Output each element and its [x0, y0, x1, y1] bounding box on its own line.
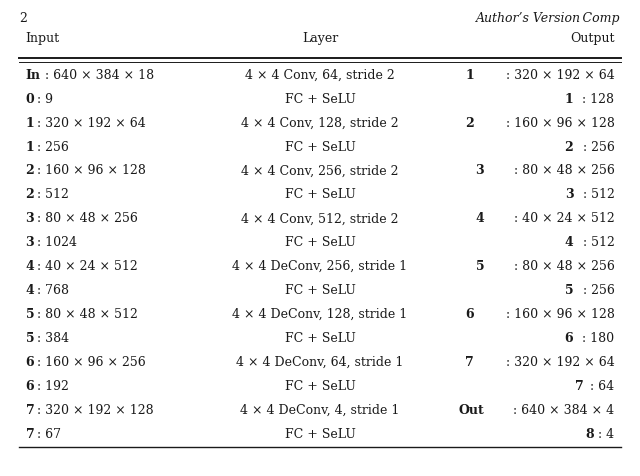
Text: 4 × 4 Conv, 256, stride 2: 4 × 4 Conv, 256, stride 2: [241, 164, 399, 178]
Text: FC + SeLU: FC + SeLU: [285, 140, 355, 154]
Text: 4 × 4 Conv, 512, stride 2: 4 × 4 Conv, 512, stride 2: [241, 212, 399, 225]
Text: : 640 × 384 × 4: : 640 × 384 × 4: [513, 404, 614, 416]
Text: : 180: : 180: [582, 332, 614, 345]
Text: : 40 × 24 × 512: : 40 × 24 × 512: [514, 212, 614, 225]
Text: Out: Out: [458, 404, 484, 416]
Text: 5: 5: [26, 308, 34, 321]
Text: : 384: : 384: [36, 332, 69, 345]
Text: Author’s Version Comp: Author’s Version Comp: [476, 12, 621, 25]
Text: : 80 × 48 × 256: : 80 × 48 × 256: [513, 260, 614, 273]
Text: : 80 × 48 × 256: : 80 × 48 × 256: [513, 164, 614, 178]
Text: : 320 × 192 × 128: : 320 × 192 × 128: [37, 404, 154, 416]
Text: Input: Input: [26, 32, 60, 45]
Text: 2: 2: [26, 188, 35, 201]
Text: : 320 × 192 × 64: : 320 × 192 × 64: [37, 117, 146, 129]
Text: 4 × 4 DeConv, 256, stride 1: 4 × 4 DeConv, 256, stride 1: [232, 260, 408, 273]
Text: : 160 × 96 × 128: : 160 × 96 × 128: [37, 164, 146, 178]
Text: : 512: : 512: [582, 188, 614, 201]
Text: In: In: [26, 69, 40, 82]
Text: 7: 7: [26, 427, 35, 441]
Text: 5: 5: [564, 284, 573, 297]
Text: : 80 × 48 × 256: : 80 × 48 × 256: [36, 212, 138, 225]
Text: : 4: : 4: [598, 427, 614, 441]
Text: 2: 2: [564, 140, 573, 154]
Text: 6: 6: [26, 356, 34, 369]
Text: 4: 4: [476, 212, 484, 225]
Text: 1: 1: [26, 140, 35, 154]
Text: 5: 5: [26, 332, 34, 345]
Text: 1: 1: [465, 69, 474, 82]
Text: 7: 7: [575, 380, 583, 393]
Text: FC + SeLU: FC + SeLU: [285, 380, 355, 393]
Text: 4 × 4 DeConv, 128, stride 1: 4 × 4 DeConv, 128, stride 1: [232, 308, 408, 321]
Text: FC + SeLU: FC + SeLU: [285, 236, 355, 249]
Text: : 160 × 96 × 128: : 160 × 96 × 128: [506, 117, 614, 129]
Text: : 320 × 192 × 64: : 320 × 192 × 64: [506, 356, 614, 369]
Text: FC + SeLU: FC + SeLU: [285, 332, 355, 345]
Text: 2: 2: [26, 164, 35, 178]
Text: 6: 6: [26, 380, 34, 393]
Text: 3: 3: [476, 164, 484, 178]
Text: : 160 × 96 × 256: : 160 × 96 × 256: [36, 356, 145, 369]
Text: 5: 5: [476, 260, 484, 273]
Text: : 768: : 768: [37, 284, 69, 297]
Text: 8: 8: [585, 427, 593, 441]
Text: Layer: Layer: [302, 32, 338, 45]
Text: : 640 × 384 × 18: : 640 × 384 × 18: [45, 69, 154, 82]
Text: : 67: : 67: [37, 427, 61, 441]
Text: : 40 × 24 × 512: : 40 × 24 × 512: [37, 260, 138, 273]
Text: : 160 × 96 × 128: : 160 × 96 × 128: [506, 308, 614, 321]
Text: 2: 2: [19, 12, 27, 25]
Text: : 9: : 9: [37, 93, 53, 106]
Text: 1: 1: [26, 117, 35, 129]
Text: : 80 × 48 × 512: : 80 × 48 × 512: [36, 308, 138, 321]
Text: : 256: : 256: [37, 140, 68, 154]
Text: FC + SeLU: FC + SeLU: [285, 188, 355, 201]
Text: 4: 4: [564, 236, 573, 249]
Text: 4: 4: [26, 284, 35, 297]
Text: : 320 × 192 × 64: : 320 × 192 × 64: [506, 69, 614, 82]
Text: 4 × 4 DeConv, 64, stride 1: 4 × 4 DeConv, 64, stride 1: [236, 356, 404, 369]
Text: : 128: : 128: [582, 93, 614, 106]
Text: FC + SeLU: FC + SeLU: [285, 93, 355, 106]
Text: 2: 2: [465, 117, 474, 129]
Text: 7: 7: [465, 356, 474, 369]
Text: 3: 3: [26, 212, 34, 225]
Text: 7: 7: [26, 404, 35, 416]
Text: : 512: : 512: [37, 188, 68, 201]
Text: 3: 3: [26, 236, 34, 249]
Text: 6: 6: [564, 332, 573, 345]
Text: 4: 4: [26, 260, 35, 273]
Text: 4 × 4 Conv, 64, stride 2: 4 × 4 Conv, 64, stride 2: [245, 69, 395, 82]
Text: 4 × 4 Conv, 128, stride 2: 4 × 4 Conv, 128, stride 2: [241, 117, 399, 129]
Text: : 256: : 256: [582, 140, 614, 154]
Text: 6: 6: [465, 308, 474, 321]
Text: FC + SeLU: FC + SeLU: [285, 284, 355, 297]
Text: : 192: : 192: [36, 380, 68, 393]
Text: : 64: : 64: [590, 380, 614, 393]
Text: 0: 0: [26, 93, 35, 106]
Text: : 256: : 256: [582, 284, 614, 297]
Text: FC + SeLU: FC + SeLU: [285, 427, 355, 441]
Text: Output: Output: [570, 32, 614, 45]
Text: : 512: : 512: [582, 236, 614, 249]
Text: 1: 1: [564, 93, 573, 106]
Text: : 1024: : 1024: [36, 236, 77, 249]
Text: 4 × 4 DeConv, 4, stride 1: 4 × 4 DeConv, 4, stride 1: [240, 404, 400, 416]
Text: 3: 3: [564, 188, 573, 201]
